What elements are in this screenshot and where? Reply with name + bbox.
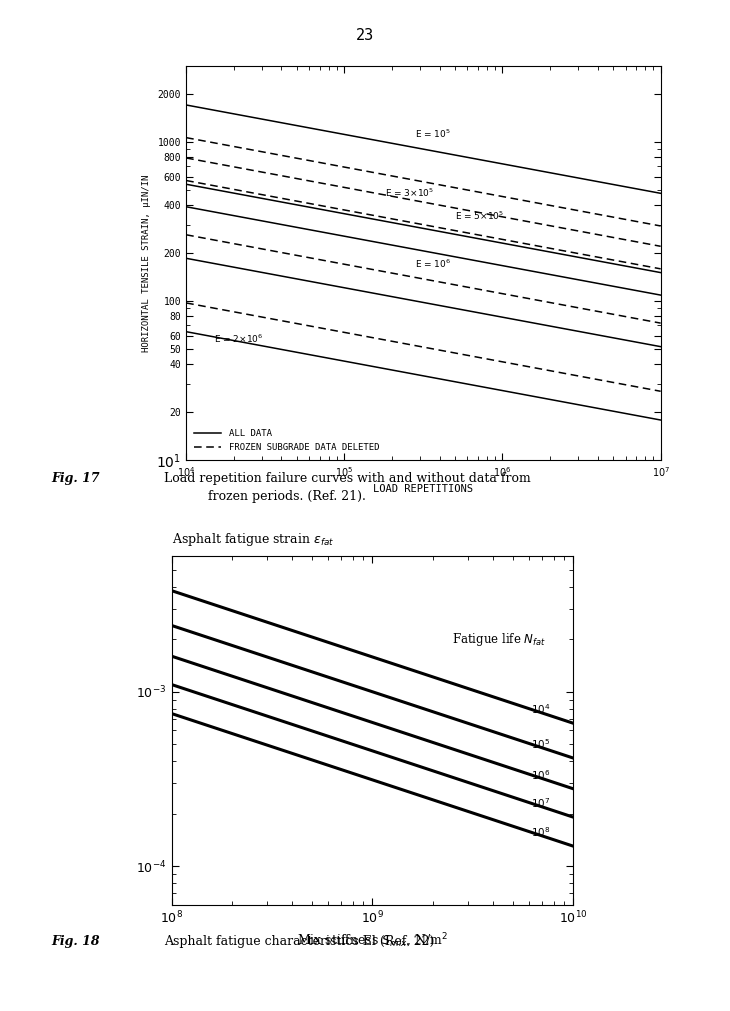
X-axis label: LOAD REPETITIONS: LOAD REPETITIONS [374, 484, 473, 494]
FROZEN SUBGRADE DATA DELETED [464, 184, 473, 196]
ALL DATA [656, 187, 665, 199]
Text: 10$^6$: 10$^6$ [531, 768, 551, 782]
Text: 23: 23 [356, 28, 374, 43]
Text: Asphalt fatigue characteristics El (Ref. 22): Asphalt fatigue characteristics El (Ref.… [164, 935, 434, 948]
Text: E = 3×10$^5$: E = 3×10$^5$ [385, 186, 434, 199]
Legend: ALL DATA, FROZEN SUBGRADE DATA DELETED: ALL DATA, FROZEN SUBGRADE DATA DELETED [191, 426, 383, 456]
Text: 10$^7$: 10$^7$ [531, 797, 550, 810]
FROZEN SUBGRADE DATA DELETED [571, 204, 580, 216]
Text: 10$^8$: 10$^8$ [531, 825, 551, 839]
Text: E = 10$^6$: E = 10$^6$ [415, 258, 451, 270]
FROZEN SUBGRADE DATA DELETED [410, 174, 419, 186]
ALL DATA [182, 99, 191, 111]
FROZEN SUBGRADE DATA DELETED [439, 179, 447, 191]
ALL DATA [439, 147, 447, 159]
Text: Asphalt fatigue strain $\varepsilon_{fat}$: Asphalt fatigue strain $\varepsilon_{fat… [172, 531, 334, 548]
Text: Fig. 17: Fig. 17 [51, 472, 100, 485]
Line: ALL DATA: ALL DATA [186, 105, 661, 193]
FROZEN SUBGRADE DATA DELETED [407, 174, 416, 186]
X-axis label: Mix stiffness $S_{mix}$, N/m$^2$: Mix stiffness $S_{mix}$, N/m$^2$ [297, 932, 447, 950]
FROZEN SUBGRADE DATA DELETED [656, 220, 665, 233]
FROZEN SUBGRADE DATA DELETED [182, 131, 191, 144]
ALL DATA [645, 185, 653, 197]
Text: Fig. 18: Fig. 18 [51, 935, 100, 948]
ALL DATA [571, 171, 580, 183]
Text: Fatigue life $N_{fat}$: Fatigue life $N_{fat}$ [452, 631, 546, 648]
Text: E = 2×10$^6$: E = 2×10$^6$ [214, 333, 264, 346]
Text: frozen periods. (Ref. 21).: frozen periods. (Ref. 21). [164, 490, 366, 503]
Text: 10$^5$: 10$^5$ [531, 737, 550, 751]
ALL DATA [410, 142, 419, 154]
Text: E = 10$^5$: E = 10$^5$ [415, 127, 451, 141]
Line: FROZEN SUBGRADE DATA DELETED: FROZEN SUBGRADE DATA DELETED [186, 137, 661, 226]
Y-axis label: HORIZONTAL TENSILE STRAIN, μIN/IN: HORIZONTAL TENSILE STRAIN, μIN/IN [142, 174, 151, 352]
FROZEN SUBGRADE DATA DELETED [645, 217, 653, 229]
Text: 10$^4$: 10$^4$ [531, 703, 551, 717]
ALL DATA [407, 141, 416, 153]
Text: E = 5×10$^5$: E = 5×10$^5$ [455, 210, 504, 222]
Text: Load repetition failure curves with and without data from: Load repetition failure curves with and … [164, 472, 531, 485]
ALL DATA [464, 152, 473, 164]
